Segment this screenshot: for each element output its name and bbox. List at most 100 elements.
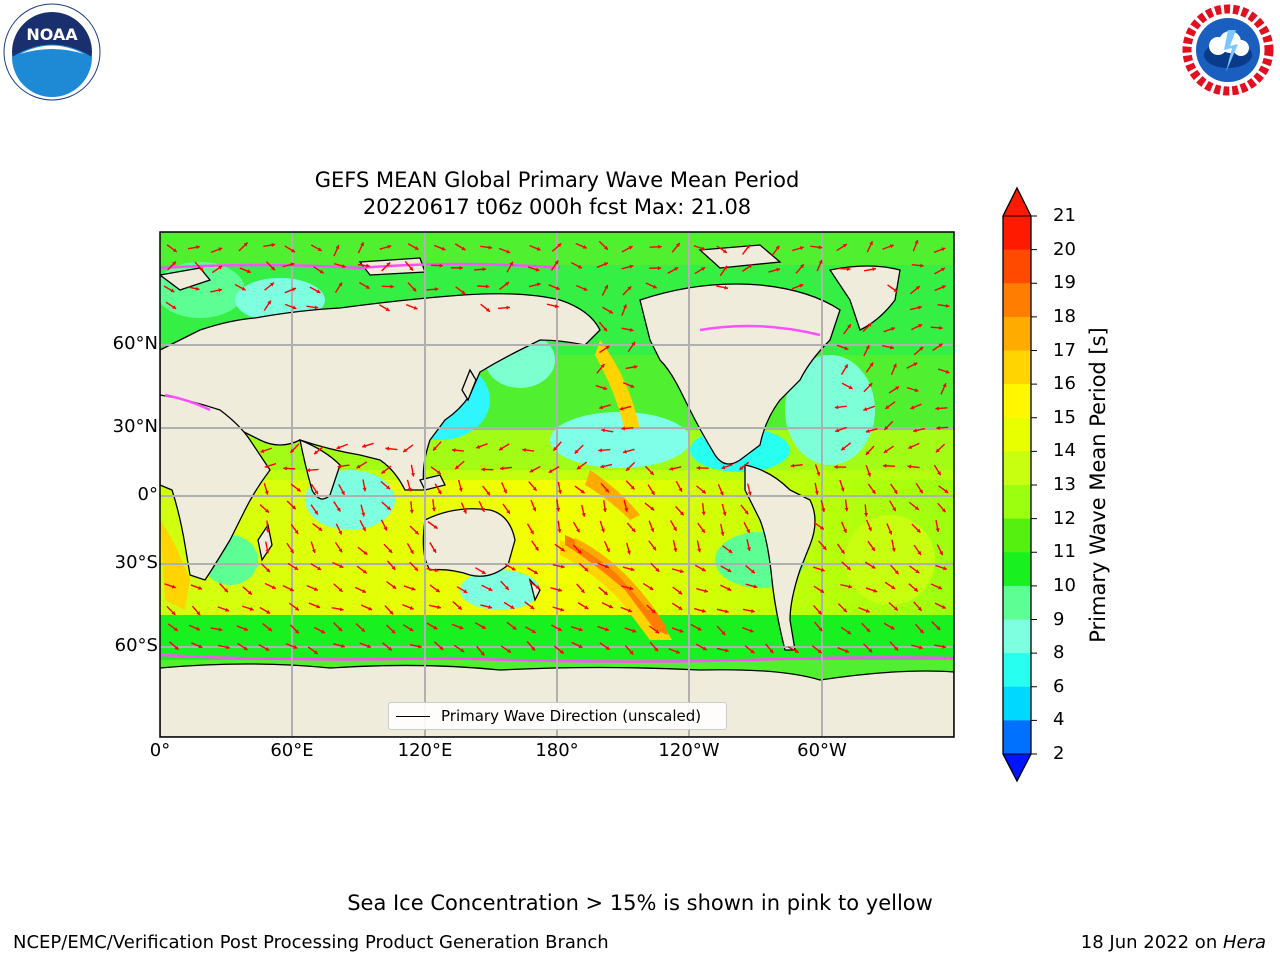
wave-arrow-head <box>844 507 849 512</box>
colorbar-tick-label: 13 <box>1053 474 1076 495</box>
wave-arrow-head <box>894 646 899 651</box>
wave-arrow-head <box>530 530 534 535</box>
colorbar-segment <box>1003 585 1031 620</box>
wave-arrow-head <box>410 472 415 477</box>
wave-arrow-head <box>362 487 367 492</box>
wave-arrow-head <box>244 627 249 631</box>
wave-arrow-head <box>321 629 326 634</box>
wave-arrow-head <box>481 625 486 629</box>
colorbar-max-arrow <box>1002 186 1032 217</box>
wave-arrow-head <box>750 569 755 574</box>
wave-arrow-head <box>843 528 847 533</box>
wave-arrow-head <box>816 471 821 476</box>
wave-arrow-head <box>434 287 439 292</box>
noaa-logo-text: NOAA <box>26 25 78 44</box>
wave-arrow-head <box>600 464 605 469</box>
wave-arrow-head <box>433 446 437 451</box>
wave-arrow-head <box>265 549 270 554</box>
wave-arrow-head <box>888 530 893 535</box>
wave-arrow-head <box>629 264 634 269</box>
wave-arrow-head <box>696 465 701 470</box>
wave-arrow-head <box>383 526 388 531</box>
wave-arrow-head <box>673 548 678 552</box>
wave-arrow-head <box>337 464 342 469</box>
wave-arrow-head <box>822 545 827 550</box>
wave-arrow-head <box>362 443 367 448</box>
wave-arrow-head <box>608 309 613 314</box>
wave-arrow-head <box>584 567 589 572</box>
wave-arrow-head <box>559 649 564 654</box>
wave-arrow-head <box>869 362 874 367</box>
wave-arrow-head <box>942 644 947 649</box>
wave-arrow-head <box>507 648 512 653</box>
wave-arrow-head <box>407 487 412 492</box>
wave-arrow-head <box>511 566 516 571</box>
wave-arrow-head <box>866 628 871 633</box>
wave-arrow-head <box>366 644 371 649</box>
wave-arrow-head <box>945 369 950 374</box>
wave-arrow-head <box>679 511 684 516</box>
lat-label-30n: 30°N <box>112 416 158 437</box>
wave-arrow-head <box>556 507 561 512</box>
wave-arrow-head <box>650 490 655 495</box>
wave-arrow-head <box>283 466 287 471</box>
wave-arrow-head <box>391 565 396 570</box>
wave-arrow-head <box>776 267 781 272</box>
wave-arrow-head <box>441 246 446 251</box>
wave-arrow-head <box>891 326 896 331</box>
wave-arrow-head <box>314 450 319 455</box>
wave-arrow-head <box>341 490 345 495</box>
wave-arrow-head <box>600 363 605 368</box>
wave-arrow-head <box>871 546 875 551</box>
wave-arrow-head <box>800 264 804 269</box>
wave-arrow-head <box>603 386 608 391</box>
wave-arrow-head <box>844 364 848 369</box>
wave-arrow-head <box>867 323 872 327</box>
wave-arrow-head <box>701 567 706 572</box>
wave-arrow-head <box>171 611 176 615</box>
wave-arrow-head <box>554 260 559 265</box>
wave-arrow-head <box>389 610 394 615</box>
wave-arrow-head <box>834 464 838 470</box>
wave-arrow-head <box>362 527 366 532</box>
wave-arrow-head <box>560 564 565 569</box>
wave-arrow-head <box>368 606 373 611</box>
wave-arrow-head <box>292 305 297 310</box>
wave-arrow-head <box>409 266 413 271</box>
noaa-logo: NOAA <box>2 2 102 102</box>
lon-label-0: 0° <box>149 740 171 761</box>
colorbar-segment <box>1003 686 1031 721</box>
wave-arrow-head <box>893 489 898 494</box>
credit-text: NCEP/EMC/Verification Post Processing Pr… <box>13 932 609 953</box>
wave-arrow-head <box>674 267 679 271</box>
wave-arrow-head <box>893 288 898 292</box>
wave-arrow-head <box>658 244 662 249</box>
colorbar-tick-label: 9 <box>1053 608 1065 630</box>
wave-arrow-head <box>266 609 271 614</box>
colorbar-tick-label: 10 <box>1053 574 1076 596</box>
wave-arrow-head <box>701 528 705 533</box>
wave-arrow-head <box>913 362 918 367</box>
wave-arrow-head <box>631 528 636 532</box>
wave-arrow-head <box>749 628 754 633</box>
wave-arrow-head <box>314 490 318 495</box>
wave-arrow-head <box>535 267 540 272</box>
wave-arrow-head <box>654 629 659 634</box>
wave-arrow-head <box>884 425 889 430</box>
wave-arrow-head <box>673 526 677 531</box>
wave-arrow-head <box>936 425 940 430</box>
colorbar-tick-label: 20 <box>1053 238 1076 260</box>
wave-arrow-head <box>460 648 465 652</box>
date-host: Hera <box>1222 932 1266 953</box>
wave-arrow-head <box>889 244 894 249</box>
wave-arrow-head <box>655 567 660 572</box>
wave-arrow-head <box>506 509 510 514</box>
wave-arrow-head <box>341 264 346 269</box>
wave-arrow-head <box>503 489 507 494</box>
wave-arrow-head <box>724 609 729 614</box>
wave-arrow-head <box>941 508 946 513</box>
wave-arrow-head <box>627 608 632 613</box>
wave-arrow-head <box>270 266 275 271</box>
wave-arrow-head <box>481 467 485 472</box>
